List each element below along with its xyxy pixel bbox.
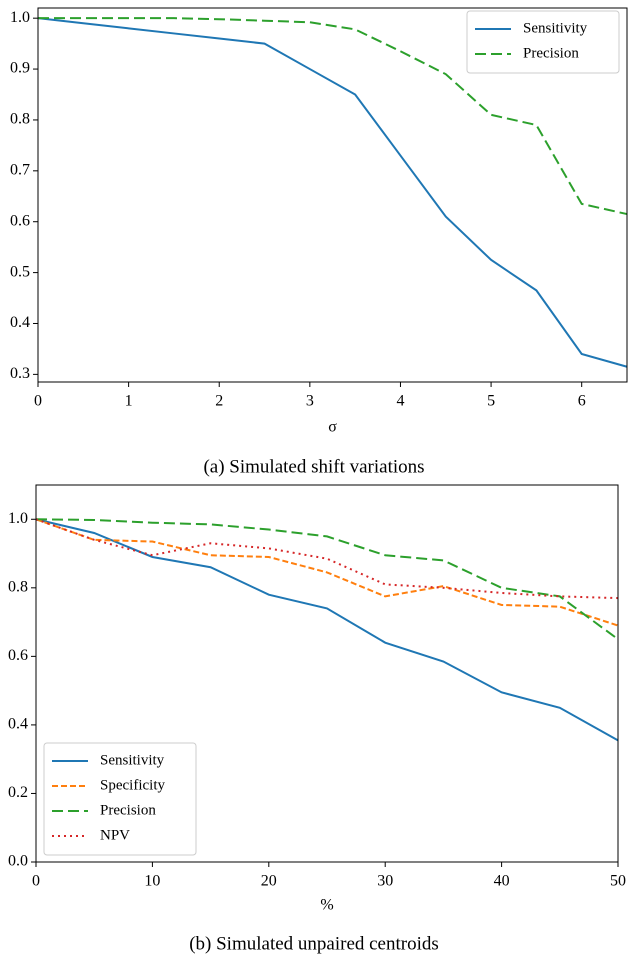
y-tick-label: 1.0 — [10, 9, 30, 26]
legend-label: Precision — [523, 45, 579, 61]
plot-frame — [35, 484, 619, 863]
y-tick-label: 0.4 — [10, 314, 30, 331]
y-tick-label: 0.5 — [10, 263, 30, 280]
data-line — [37, 17, 628, 368]
x-tick-label: 4 — [396, 393, 404, 410]
caption: (a) Simulated shift variations — [203, 456, 424, 477]
data-line — [35, 518, 619, 641]
data-line — [35, 518, 619, 627]
y-tick-label: 0.2 — [8, 784, 28, 801]
legend-label: Sensitivity — [523, 20, 588, 36]
y-tick-label: 1.0 — [8, 510, 28, 527]
x-tick-label: 10 — [144, 873, 160, 890]
data-line — [35, 518, 619, 742]
legend-label: Sensitivity — [100, 752, 165, 768]
x-tick-label: 0 — [34, 393, 42, 410]
x-tick-label: 30 — [377, 873, 393, 890]
y-tick-label: 0.8 — [8, 578, 28, 595]
y-tick-label: 0.8 — [10, 111, 30, 128]
legend-box — [466, 10, 620, 74]
plot-frame — [37, 7, 628, 383]
x-axis-label: % — [320, 897, 333, 914]
y-tick-label: 0.6 — [10, 212, 30, 229]
y-tick-label: 0.3 — [10, 365, 30, 382]
y-tick-label: 0.7 — [10, 162, 30, 179]
caption: (b) Simulated unpaired centroids — [189, 933, 439, 954]
legend-label: Precision — [100, 802, 156, 818]
y-tick-label: 0.4 — [8, 716, 28, 733]
data-line — [38, 17, 628, 216]
x-tick-label: 0 — [32, 873, 40, 890]
legend-label: NPV — [100, 827, 130, 843]
x-tick-label: 5 — [487, 393, 495, 410]
data-line — [35, 518, 619, 600]
x-tick-label: 2 — [215, 393, 223, 410]
x-tick-label: 50 — [610, 873, 626, 890]
x-tick-label: 20 — [261, 873, 277, 890]
x-tick-label: 1 — [125, 393, 133, 410]
legend-label: Specificity — [100, 777, 165, 793]
legend-box — [43, 742, 197, 856]
y-tick-label: 0.0 — [8, 853, 28, 870]
y-tick-label: 0.9 — [10, 60, 30, 77]
x-axis-label: σ — [328, 419, 337, 436]
x-tick-label: 6 — [578, 393, 586, 410]
y-tick-label: 0.6 — [8, 647, 28, 664]
x-tick-label: 3 — [306, 393, 314, 410]
x-tick-label: 40 — [494, 873, 510, 890]
